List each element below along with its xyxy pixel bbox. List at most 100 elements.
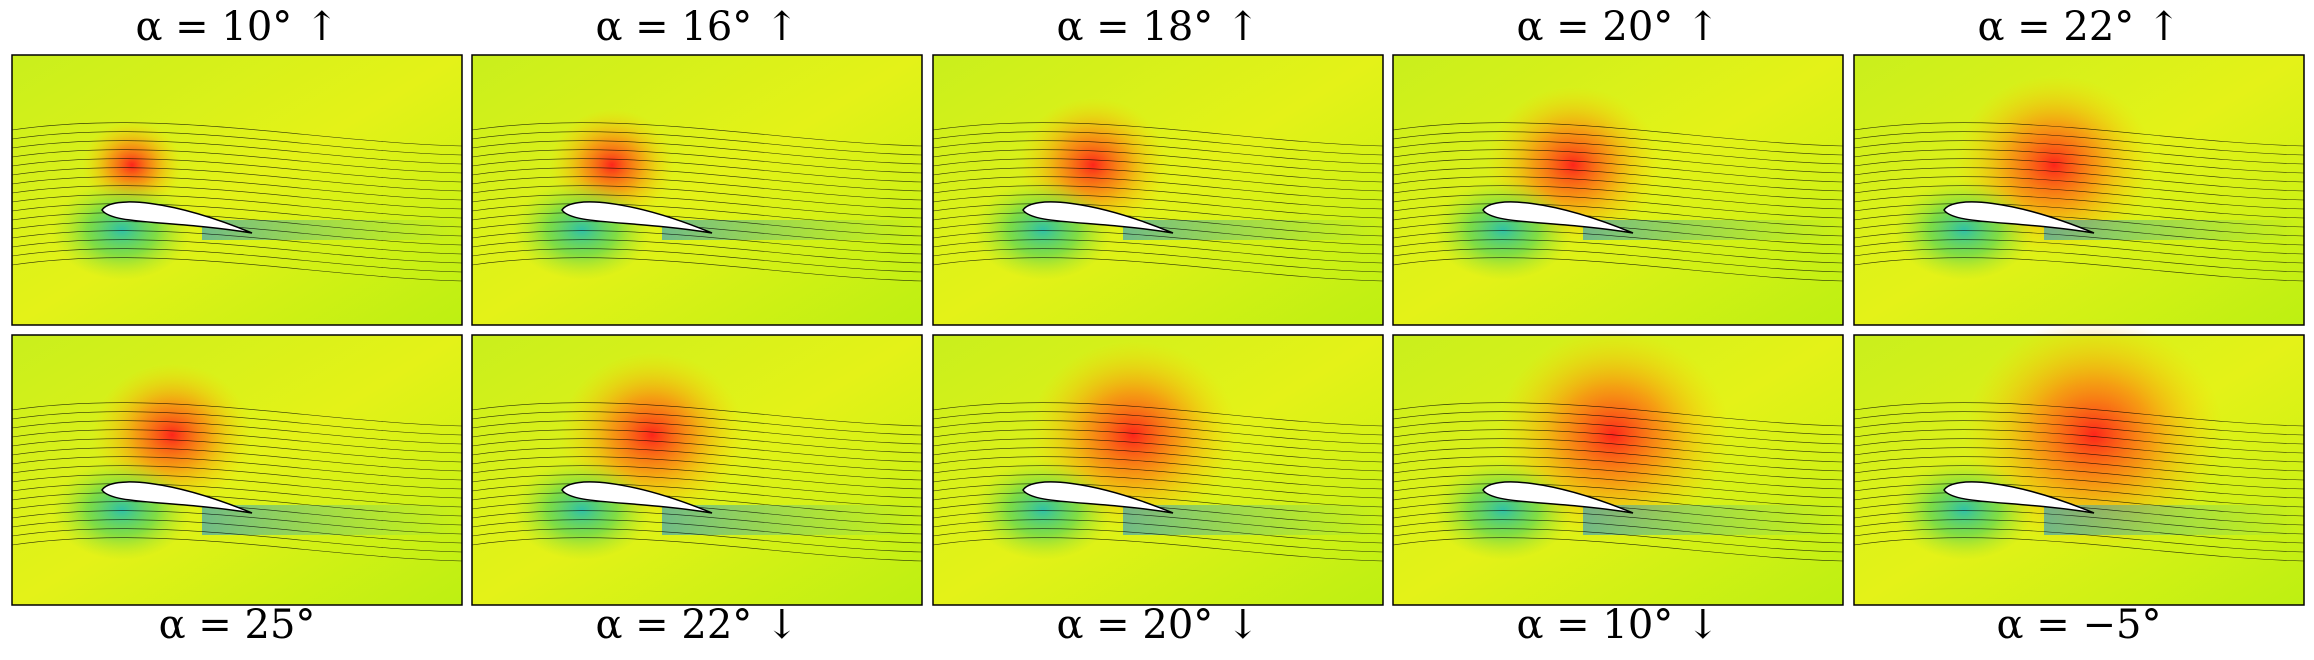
flow-panel bbox=[471, 54, 923, 326]
streamline bbox=[471, 483, 923, 508]
streamline bbox=[932, 167, 1384, 192]
streamline bbox=[11, 158, 463, 183]
streamline bbox=[471, 239, 923, 264]
streamline bbox=[471, 402, 923, 427]
streamline bbox=[1392, 239, 1844, 264]
streamline bbox=[1853, 420, 2305, 445]
streamline bbox=[932, 149, 1384, 174]
streamline bbox=[471, 230, 923, 255]
streamline bbox=[471, 257, 923, 282]
streamline bbox=[1392, 194, 1844, 219]
streamline bbox=[932, 176, 1384, 201]
streamline bbox=[1392, 429, 1844, 454]
streamline bbox=[1853, 447, 2305, 472]
panel-frame bbox=[932, 54, 1384, 326]
streamline bbox=[471, 537, 923, 562]
streamline bbox=[1853, 230, 2305, 255]
streamline bbox=[932, 194, 1384, 219]
streamline bbox=[1392, 167, 1844, 192]
streamline bbox=[11, 483, 463, 508]
flow-panel bbox=[1392, 329, 1844, 606]
panel-label: α = 10° ↑ bbox=[135, 4, 338, 50]
streamline bbox=[471, 411, 923, 436]
streamline bbox=[932, 185, 1384, 210]
panel-frame bbox=[932, 334, 1384, 606]
pressure-low bbox=[52, 180, 192, 280]
streamline bbox=[932, 420, 1384, 445]
streamline bbox=[1392, 230, 1844, 255]
streamline bbox=[1853, 149, 2305, 174]
streamline bbox=[11, 447, 463, 472]
streamline bbox=[1853, 438, 2305, 463]
streamline bbox=[471, 528, 923, 553]
flow-panel bbox=[11, 54, 463, 326]
streamline bbox=[11, 537, 463, 562]
streamline bbox=[1392, 203, 1844, 228]
streamline bbox=[11, 438, 463, 463]
streamline bbox=[932, 492, 1384, 517]
streamline bbox=[471, 248, 923, 273]
streamline bbox=[1853, 239, 2305, 264]
streamline bbox=[1392, 528, 1844, 553]
streamline bbox=[471, 438, 923, 463]
panel-label: α = 25° bbox=[159, 602, 316, 648]
streamline bbox=[1853, 131, 2305, 156]
flow-panel bbox=[1853, 54, 2305, 326]
streamline bbox=[932, 474, 1384, 499]
streamline bbox=[1392, 483, 1844, 508]
streamline bbox=[471, 492, 923, 517]
flow-panel bbox=[1853, 318, 2305, 606]
streamline bbox=[11, 122, 463, 147]
streamline bbox=[1392, 122, 1844, 147]
streamline bbox=[1392, 257, 1844, 282]
streamline bbox=[932, 402, 1384, 427]
streamline bbox=[932, 438, 1384, 463]
streamline bbox=[932, 131, 1384, 156]
streamline bbox=[1392, 492, 1844, 517]
streamline bbox=[471, 447, 923, 472]
streamline bbox=[1392, 248, 1844, 273]
pressure-low bbox=[1433, 460, 1573, 560]
panel-frame bbox=[471, 54, 923, 326]
streamline bbox=[1853, 158, 2305, 183]
streamline bbox=[11, 176, 463, 201]
streamline bbox=[471, 474, 923, 499]
streamline bbox=[1392, 474, 1844, 499]
streamline bbox=[1392, 140, 1844, 165]
streamline bbox=[11, 212, 463, 237]
streamline bbox=[932, 483, 1384, 508]
streamline bbox=[932, 203, 1384, 228]
streamline bbox=[1853, 411, 2305, 436]
streamline bbox=[11, 519, 463, 544]
streamline bbox=[932, 519, 1384, 544]
streamline bbox=[1853, 176, 2305, 201]
streamline bbox=[11, 248, 463, 273]
streamline bbox=[932, 230, 1384, 255]
streamline bbox=[932, 510, 1384, 535]
streamline bbox=[471, 510, 923, 535]
airfoil bbox=[561, 481, 713, 514]
pressure-low bbox=[52, 460, 192, 560]
streamline bbox=[471, 194, 923, 219]
panel-label: α = 22° ↓ bbox=[595, 602, 798, 648]
pressure-low bbox=[973, 180, 1113, 280]
streamline bbox=[1392, 456, 1844, 481]
streamline bbox=[11, 456, 463, 481]
streamline bbox=[11, 230, 463, 255]
streamline bbox=[11, 402, 463, 427]
airfoil bbox=[1022, 481, 1174, 514]
streamline bbox=[471, 140, 923, 165]
streamline bbox=[471, 176, 923, 201]
streamline bbox=[932, 429, 1384, 454]
streamline bbox=[1853, 257, 2305, 282]
streamline bbox=[11, 203, 463, 228]
streamline bbox=[1392, 131, 1844, 156]
streamline bbox=[471, 420, 923, 445]
streamline bbox=[1853, 456, 2305, 481]
streamline bbox=[932, 465, 1384, 490]
streamline bbox=[1853, 474, 2305, 499]
streamline bbox=[932, 122, 1384, 147]
airfoil bbox=[1943, 481, 2095, 514]
streamline bbox=[1392, 185, 1844, 210]
